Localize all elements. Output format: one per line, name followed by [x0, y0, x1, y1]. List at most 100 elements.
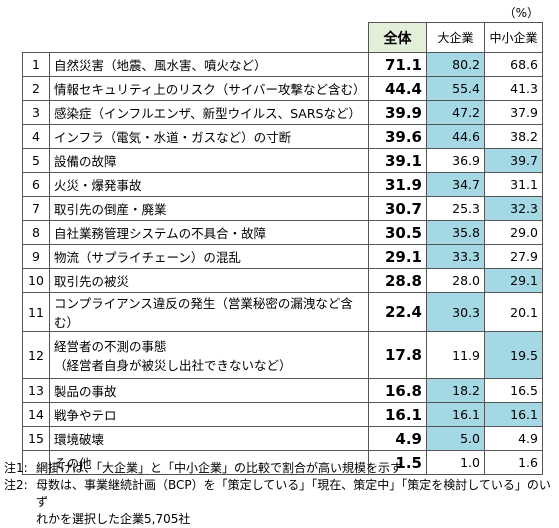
- value-cell: 36.9: [426, 148, 485, 173]
- table: 全体 大企業 中小企業 1 自然災害（地震、風水害、噴火など） 71.1 80.2 68.6 2…: [22, 22, 543, 475]
- value-cell: 28.8: [368, 268, 427, 293]
- value-cell: 20.1: [484, 292, 543, 332]
- row-number: 3: [22, 100, 50, 125]
- row-label-line: 取引先の被災: [54, 274, 130, 289]
- value-cell: 29.1: [368, 244, 427, 269]
- value-cell: 80.2: [426, 52, 485, 77]
- value-cell: 35.8: [426, 220, 485, 245]
- value-cell: 19.5: [484, 331, 543, 379]
- row-label-line: 自社業務管理システムの不具合・故障: [54, 226, 267, 241]
- table-row: 6 火災・爆発事故 31.9 34.7 31.1: [22, 172, 543, 197]
- row-label: 物流（サプライチェーン）の混乱: [49, 244, 369, 269]
- value-cell: 34.7: [426, 172, 485, 197]
- row-number: 14: [22, 402, 50, 427]
- row-label-line: 環境破壊: [54, 432, 105, 447]
- table-row: 8 自社業務管理システムの不具合・故障 30.5 35.8 29.0: [22, 220, 543, 245]
- note-mark: 注2:: [4, 478, 28, 492]
- row-label-line: 取引先の倒産・廃業: [54, 202, 167, 217]
- row-label: 取引先の倒産・廃業: [49, 196, 369, 221]
- value-cell: 5.0: [426, 426, 485, 451]
- row-number: 8: [22, 220, 50, 245]
- value-cell: 31.9: [368, 172, 427, 197]
- row-number: 13: [22, 378, 50, 403]
- row-number: 11: [22, 292, 50, 332]
- row-label: 製品の事故: [49, 378, 369, 403]
- table-row: 3 感染症（インフルエンザ、新型ウイルス、SARSなど） 39.9 47.2 37.9: [22, 100, 543, 125]
- value-cell: 4.9: [368, 426, 427, 451]
- row-label: 自然災害（地震、風水害、噴火など）: [49, 52, 369, 77]
- note: 注2: 母数は、事業継続計画（BCP）を「策定している」「現在、策定中」「策定を検…: [4, 477, 559, 528]
- value-cell: 55.4: [426, 76, 485, 101]
- row-label: 情報セキュリティ上のリスク（サイバー攻撃など含む）: [49, 76, 369, 101]
- value-cell: 25.3: [426, 196, 485, 221]
- value-cell: 16.8: [368, 378, 427, 403]
- value-cell: 16.5: [484, 378, 543, 403]
- row-label: コンプライアンス違反の発生（営業秘密の漏洩など含む）: [49, 292, 369, 332]
- value-cell: 28.0: [426, 268, 485, 293]
- row-label-line: 経営者の不測の事態: [54, 339, 167, 354]
- column-header: 全体: [368, 22, 427, 53]
- row-label-line: 設備の故障: [54, 154, 117, 169]
- value-cell: 68.6: [484, 52, 543, 77]
- table-row: 9 物流（サプライチェーン）の混乱 29.1 33.3 27.9: [22, 244, 543, 269]
- row-label: 経営者の不測の事態 （経営者自身が被災し出社できないなど）: [49, 331, 369, 379]
- value-cell: 44.6: [426, 124, 485, 149]
- value-cell: 39.7: [484, 148, 543, 173]
- table-row: 10 取引先の被災 28.8 28.0 29.1: [22, 268, 543, 293]
- row-label-line: 製品の事故: [54, 384, 117, 399]
- row-label: 自社業務管理システムの不具合・故障: [49, 220, 369, 245]
- header-blank: [22, 22, 369, 53]
- row-number: 10: [22, 268, 50, 293]
- note-mark: 注1:: [4, 461, 28, 475]
- note: 注1: 網掛けは、「大企業」と「中小企業」の比較で割合が高い規模を示す: [4, 460, 559, 477]
- table-row: 2 情報セキュリティ上のリスク（サイバー攻撃など含む） 44.4 55.4 41.3: [22, 76, 543, 101]
- value-cell: 71.1: [368, 52, 427, 77]
- row-label-line: インフラ（電気・水道・ガスなど）の寸断: [54, 130, 292, 145]
- table-row: 15 環境破壊 4.9 5.0 4.9: [22, 426, 543, 451]
- row-label-line: 情報セキュリティ上のリスク（サイバー攻撃など含む）: [54, 82, 366, 97]
- value-cell: 29.1: [484, 268, 543, 293]
- value-cell: 32.3: [484, 196, 543, 221]
- table-row: 5 設備の故障 39.1 36.9 39.7: [22, 148, 543, 173]
- note-line: れかを選択した企業5,705社: [36, 512, 191, 526]
- row-label: 戦争やテロ: [49, 402, 369, 427]
- table-row: 4 インフラ（電気・水道・ガスなど）の寸断 39.6 44.6 38.2: [22, 124, 543, 149]
- row-number: 5: [22, 148, 50, 173]
- value-cell: 1.5: [368, 450, 427, 475]
- value-cell: 1.0: [426, 450, 485, 475]
- row-label: 取引先の被災: [49, 268, 369, 293]
- note-body: 母数は、事業継続計画（BCP）を「策定している」「現在、策定中」「策定を検討して…: [36, 477, 559, 528]
- value-cell: 37.9: [484, 100, 543, 125]
- value-cell: 39.6: [368, 124, 427, 149]
- value-cell: 30.5: [368, 220, 427, 245]
- value-cell: 30.3: [426, 292, 485, 332]
- value-cell: 1.6: [484, 450, 543, 475]
- row-label-line: 感染症（インフルエンザ、新型ウイルス、SARSなど）: [54, 106, 361, 121]
- row-label-line: （経営者自身が被災し出社できないなど）: [54, 358, 292, 373]
- row-number: 6: [22, 172, 50, 197]
- value-cell: 18.2: [426, 378, 485, 403]
- value-cell: 39.1: [368, 148, 427, 173]
- row-label: 感染症（インフルエンザ、新型ウイルス、SARSなど）: [49, 100, 369, 125]
- row-number: 2: [22, 76, 50, 101]
- table-row: 13 製品の事故 16.8 18.2 16.5: [22, 378, 543, 403]
- value-cell: 47.2: [426, 100, 485, 125]
- row-label-line: 火災・爆発事故: [54, 178, 142, 193]
- row-number: 15: [22, 426, 50, 451]
- table-row: 12 経営者の不測の事態 （経営者自身が被災し出社できないなど） 17.8 11.9 19…: [22, 331, 543, 379]
- row-label: 環境破壊: [49, 426, 369, 451]
- value-cell: 30.7: [368, 196, 427, 221]
- row-label: 火災・爆発事故: [49, 172, 369, 197]
- row-number: 4: [22, 124, 50, 149]
- table-row: その他 1.5 1.0 1.6: [22, 450, 543, 475]
- value-cell: 16.1: [484, 402, 543, 427]
- row-number: 9: [22, 244, 50, 269]
- row-number: 7: [22, 196, 50, 221]
- column-header: 中小企業: [484, 22, 543, 53]
- row-label: 設備の故障: [49, 148, 369, 173]
- table-row: 7 取引先の倒産・廃業 30.7 25.3 32.3: [22, 196, 543, 221]
- value-cell: 16.1: [426, 402, 485, 427]
- row-label-line: 物流（サプライチェーン）の混乱: [54, 250, 241, 265]
- table-row: 11 コンプライアンス違反の発生（営業秘密の漏洩など含む） 22.4 30.3 20.1: [22, 292, 543, 332]
